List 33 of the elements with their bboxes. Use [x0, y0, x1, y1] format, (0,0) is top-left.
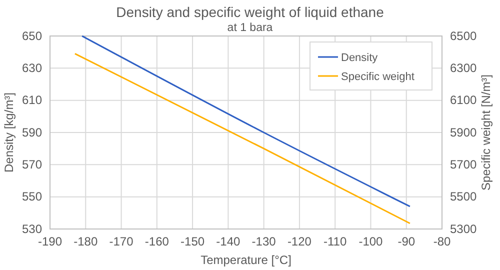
y-tick-label: 530 — [22, 222, 42, 236]
chart-title: Density and specific weight of liquid ethane — [116, 4, 384, 20]
y-tick-label: 610 — [22, 93, 42, 108]
x-tick-label: -110 — [324, 234, 347, 249]
x-tick-label: -120 — [287, 234, 312, 249]
x-tick-label: -150 — [180, 234, 205, 249]
x-tick-label: -140 — [216, 234, 241, 249]
x-tick-label: -130 — [252, 234, 276, 249]
x-tick-label: -160 — [144, 234, 170, 249]
x-tick-label: -90 — [398, 234, 416, 249]
y2-tick-label: 5700 — [450, 158, 478, 172]
x-tick-label: -100 — [358, 234, 384, 249]
x-tick-label: -190 — [38, 234, 62, 249]
y-tick-label: 630 — [22, 61, 42, 76]
y2-tick-label: 6500 — [450, 28, 478, 43]
x-axis-title: Temperature [°C] — [200, 253, 292, 267]
x-tick-label: -170 — [109, 234, 134, 249]
y2-axis-title: Specific weight [N/m³] — [479, 74, 493, 191]
y-tick-label: 650 — [22, 28, 42, 43]
legend-label: Specific weight — [341, 71, 414, 83]
y2-tick-label: 5900 — [450, 125, 478, 140]
y2-tick-label: 6100 — [450, 93, 478, 108]
y2-tick-label: 6300 — [450, 61, 478, 76]
y2-tick-label: 5500 — [450, 190, 478, 204]
y2-tick-label: 5300 — [450, 222, 478, 236]
legend-label: Density — [341, 52, 378, 64]
x-tick-label: -80 — [433, 234, 451, 249]
y-tick-label: 590 — [22, 125, 42, 140]
y-axis-title: Density [kg/m³] — [2, 92, 16, 173]
chart-subtitle: at 1 bara — [227, 22, 274, 34]
y-tick-label: 550 — [22, 190, 42, 204]
x-tick-label: -180 — [74, 234, 98, 249]
y-tick-label: 570 — [22, 158, 42, 172]
